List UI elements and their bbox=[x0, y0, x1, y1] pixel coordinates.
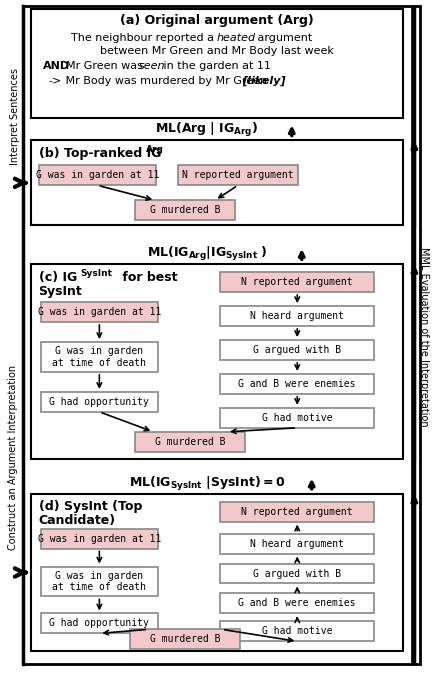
Text: Candidate): Candidate) bbox=[38, 514, 116, 527]
Bar bbox=[220, 501, 375, 522]
Text: The neighbour reported a: The neighbour reported a bbox=[71, 32, 217, 42]
Text: G was in garden at 11: G was in garden at 11 bbox=[36, 171, 159, 181]
Text: [likely]: [likely] bbox=[242, 75, 286, 86]
Bar bbox=[31, 9, 403, 119]
Text: MML Evaluation of the Interpretation: MML Evaluation of the Interpretation bbox=[419, 247, 429, 427]
Text: for best: for best bbox=[118, 271, 178, 284]
Bar bbox=[220, 306, 375, 326]
Text: G had opportunity: G had opportunity bbox=[49, 397, 149, 407]
Text: in the garden at 11: in the garden at 11 bbox=[160, 61, 271, 71]
Text: heated: heated bbox=[217, 32, 256, 42]
Bar bbox=[23, 5, 413, 665]
Text: AND: AND bbox=[43, 61, 70, 71]
Text: (a) Original argument (Arg): (a) Original argument (Arg) bbox=[120, 14, 314, 27]
Text: Mr Green was: Mr Green was bbox=[66, 61, 147, 71]
Text: $\mathbf{ML(Arg\ |\ IG_{Arg})}$: $\mathbf{ML(Arg\ |\ IG_{Arg})}$ bbox=[156, 121, 259, 140]
Text: G murdered B: G murdered B bbox=[150, 206, 220, 215]
Bar bbox=[130, 630, 240, 649]
Bar bbox=[220, 621, 375, 642]
Bar bbox=[135, 200, 235, 220]
Bar bbox=[41, 342, 158, 372]
Bar bbox=[41, 613, 158, 634]
Text: G had motive: G had motive bbox=[262, 413, 333, 423]
Bar bbox=[38, 165, 156, 185]
Text: (d) SysInt (Top: (d) SysInt (Top bbox=[38, 500, 142, 513]
Bar bbox=[220, 408, 375, 428]
Text: SysInt: SysInt bbox=[80, 269, 112, 278]
Text: SysInt: SysInt bbox=[38, 284, 82, 298]
Text: N reported argument: N reported argument bbox=[182, 171, 294, 181]
Bar bbox=[220, 563, 375, 584]
Text: Arg: Arg bbox=[146, 145, 164, 154]
Text: Mr Body was murdered by Mr Green: Mr Body was murdered by Mr Green bbox=[62, 75, 271, 86]
Text: seen: seen bbox=[139, 61, 166, 71]
Bar bbox=[220, 594, 375, 613]
Text: G murdered B: G murdered B bbox=[155, 437, 225, 447]
Text: (c) IG: (c) IG bbox=[38, 271, 77, 284]
Text: $\mathbf{ML(IG_{SysInt}\ |SysInt) = 0}$: $\mathbf{ML(IG_{SysInt}\ |SysInt) = 0}$ bbox=[129, 474, 285, 493]
Text: ->: -> bbox=[48, 75, 62, 86]
Text: G had motive: G had motive bbox=[262, 626, 333, 636]
Text: N reported argument: N reported argument bbox=[242, 277, 353, 287]
Text: G murdered B: G murdered B bbox=[150, 634, 220, 644]
Bar bbox=[31, 140, 403, 225]
Text: (b) Top-ranked IG: (b) Top-ranked IG bbox=[38, 147, 161, 160]
Text: G had opportunity: G had opportunity bbox=[49, 619, 149, 628]
Text: $\mathbf{ML(IG_{Arg}|IG_{SysInt}\ )}$: $\mathbf{ML(IG_{Arg}|IG_{SysInt}\ )}$ bbox=[147, 245, 267, 263]
Text: G argued with B: G argued with B bbox=[253, 345, 341, 355]
Bar bbox=[220, 340, 375, 360]
Bar bbox=[41, 302, 158, 322]
Text: N heard argument: N heard argument bbox=[250, 539, 344, 549]
Text: G was in garden at 11: G was in garden at 11 bbox=[37, 534, 161, 544]
Bar bbox=[41, 392, 158, 412]
Text: argument: argument bbox=[254, 32, 312, 42]
Text: between Mr Green and Mr Body last week: between Mr Green and Mr Body last week bbox=[100, 46, 334, 55]
Text: Interpret Sentences: Interpret Sentences bbox=[10, 69, 20, 165]
Bar bbox=[135, 432, 245, 452]
Bar bbox=[41, 567, 158, 596]
Bar bbox=[220, 534, 375, 553]
Bar bbox=[41, 528, 158, 549]
Text: Construct an Argument Interpretation: Construct an Argument Interpretation bbox=[8, 365, 17, 550]
Text: N heard argument: N heard argument bbox=[250, 311, 344, 321]
Text: G and B were enemies: G and B were enemies bbox=[238, 599, 356, 609]
Text: G was in garden
at time of death: G was in garden at time of death bbox=[52, 346, 146, 368]
Text: G was in garden
at time of death: G was in garden at time of death bbox=[52, 571, 146, 592]
Bar bbox=[412, 5, 420, 665]
Bar bbox=[220, 374, 375, 394]
Text: N reported argument: N reported argument bbox=[242, 507, 353, 517]
Bar bbox=[178, 165, 298, 185]
Text: G was in garden at 11: G was in garden at 11 bbox=[37, 307, 161, 317]
Text: G argued with B: G argued with B bbox=[253, 568, 341, 578]
Bar bbox=[31, 493, 403, 651]
Bar bbox=[31, 264, 403, 459]
Text: G and B were enemies: G and B were enemies bbox=[238, 379, 356, 389]
Bar bbox=[220, 272, 375, 292]
